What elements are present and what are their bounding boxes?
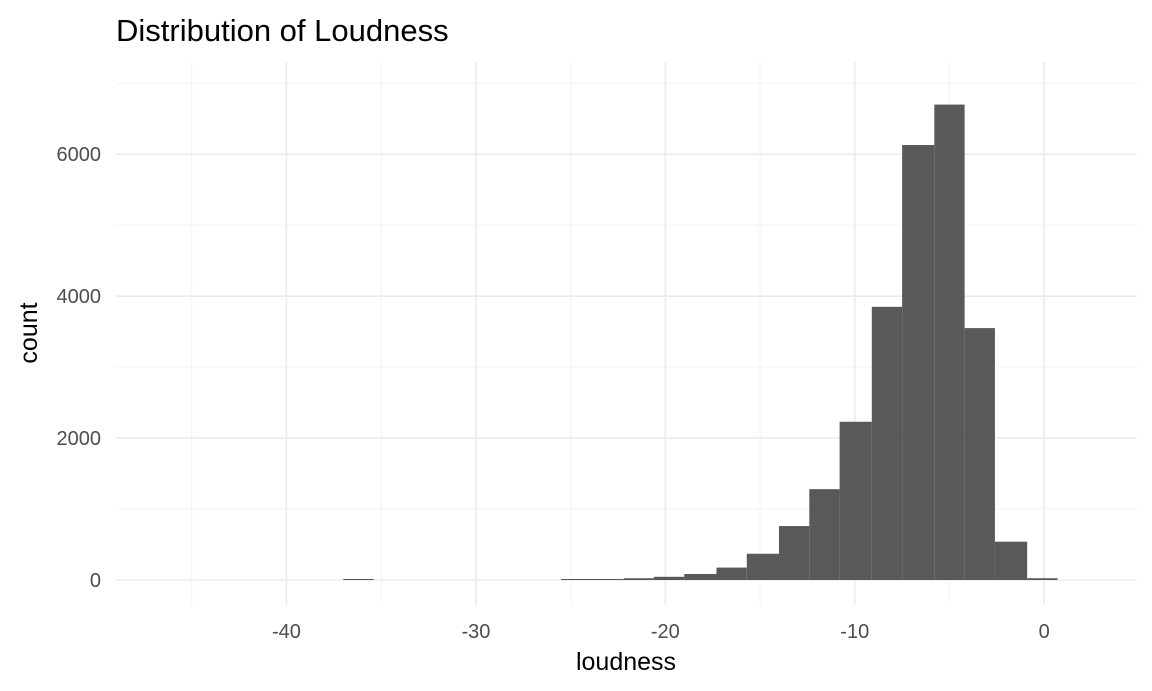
histogram-bar: [902, 145, 935, 580]
histogram-bar: [716, 567, 747, 580]
x-axis-title: loudness: [576, 648, 676, 676]
histogram-bar: [623, 578, 654, 580]
chart-title: Distribution of Loudness: [116, 13, 449, 48]
histogram-bar: [934, 104, 965, 580]
y-tick-label: 0: [90, 570, 101, 592]
x-tick-label: -40: [272, 621, 301, 643]
histogram-bar: [343, 579, 374, 580]
x-tick-label: 0: [1039, 621, 1050, 643]
y-axis-title: count: [15, 302, 43, 363]
x-axis-tick-labels: -40 -30 -20 -10 0: [272, 621, 1050, 643]
x-tick-label: -30: [461, 621, 490, 643]
x-tick-label: -10: [840, 621, 869, 643]
histogram-bar: [778, 526, 810, 580]
histogram-bar: [1027, 578, 1058, 580]
histogram-bar: [871, 306, 903, 580]
histogram-bar: [561, 579, 592, 580]
histogram-bar: [964, 328, 995, 580]
histogram-bar: [653, 576, 685, 580]
histogram-bar: [684, 573, 717, 580]
histogram-bar: [809, 489, 840, 580]
y-axis-tick-labels: 0 2000 4000 6000: [57, 144, 102, 592]
histogram-bars: [343, 104, 1058, 580]
histogram-bar: [839, 421, 872, 580]
histogram-bar: [746, 553, 779, 580]
y-tick-label: 2000: [57, 428, 102, 450]
histogram-bar: [591, 579, 624, 580]
y-tick-label: 4000: [57, 286, 102, 308]
x-tick-label: -20: [651, 621, 680, 643]
histogram-bar: [994, 541, 1028, 580]
y-tick-label: 6000: [57, 144, 102, 166]
